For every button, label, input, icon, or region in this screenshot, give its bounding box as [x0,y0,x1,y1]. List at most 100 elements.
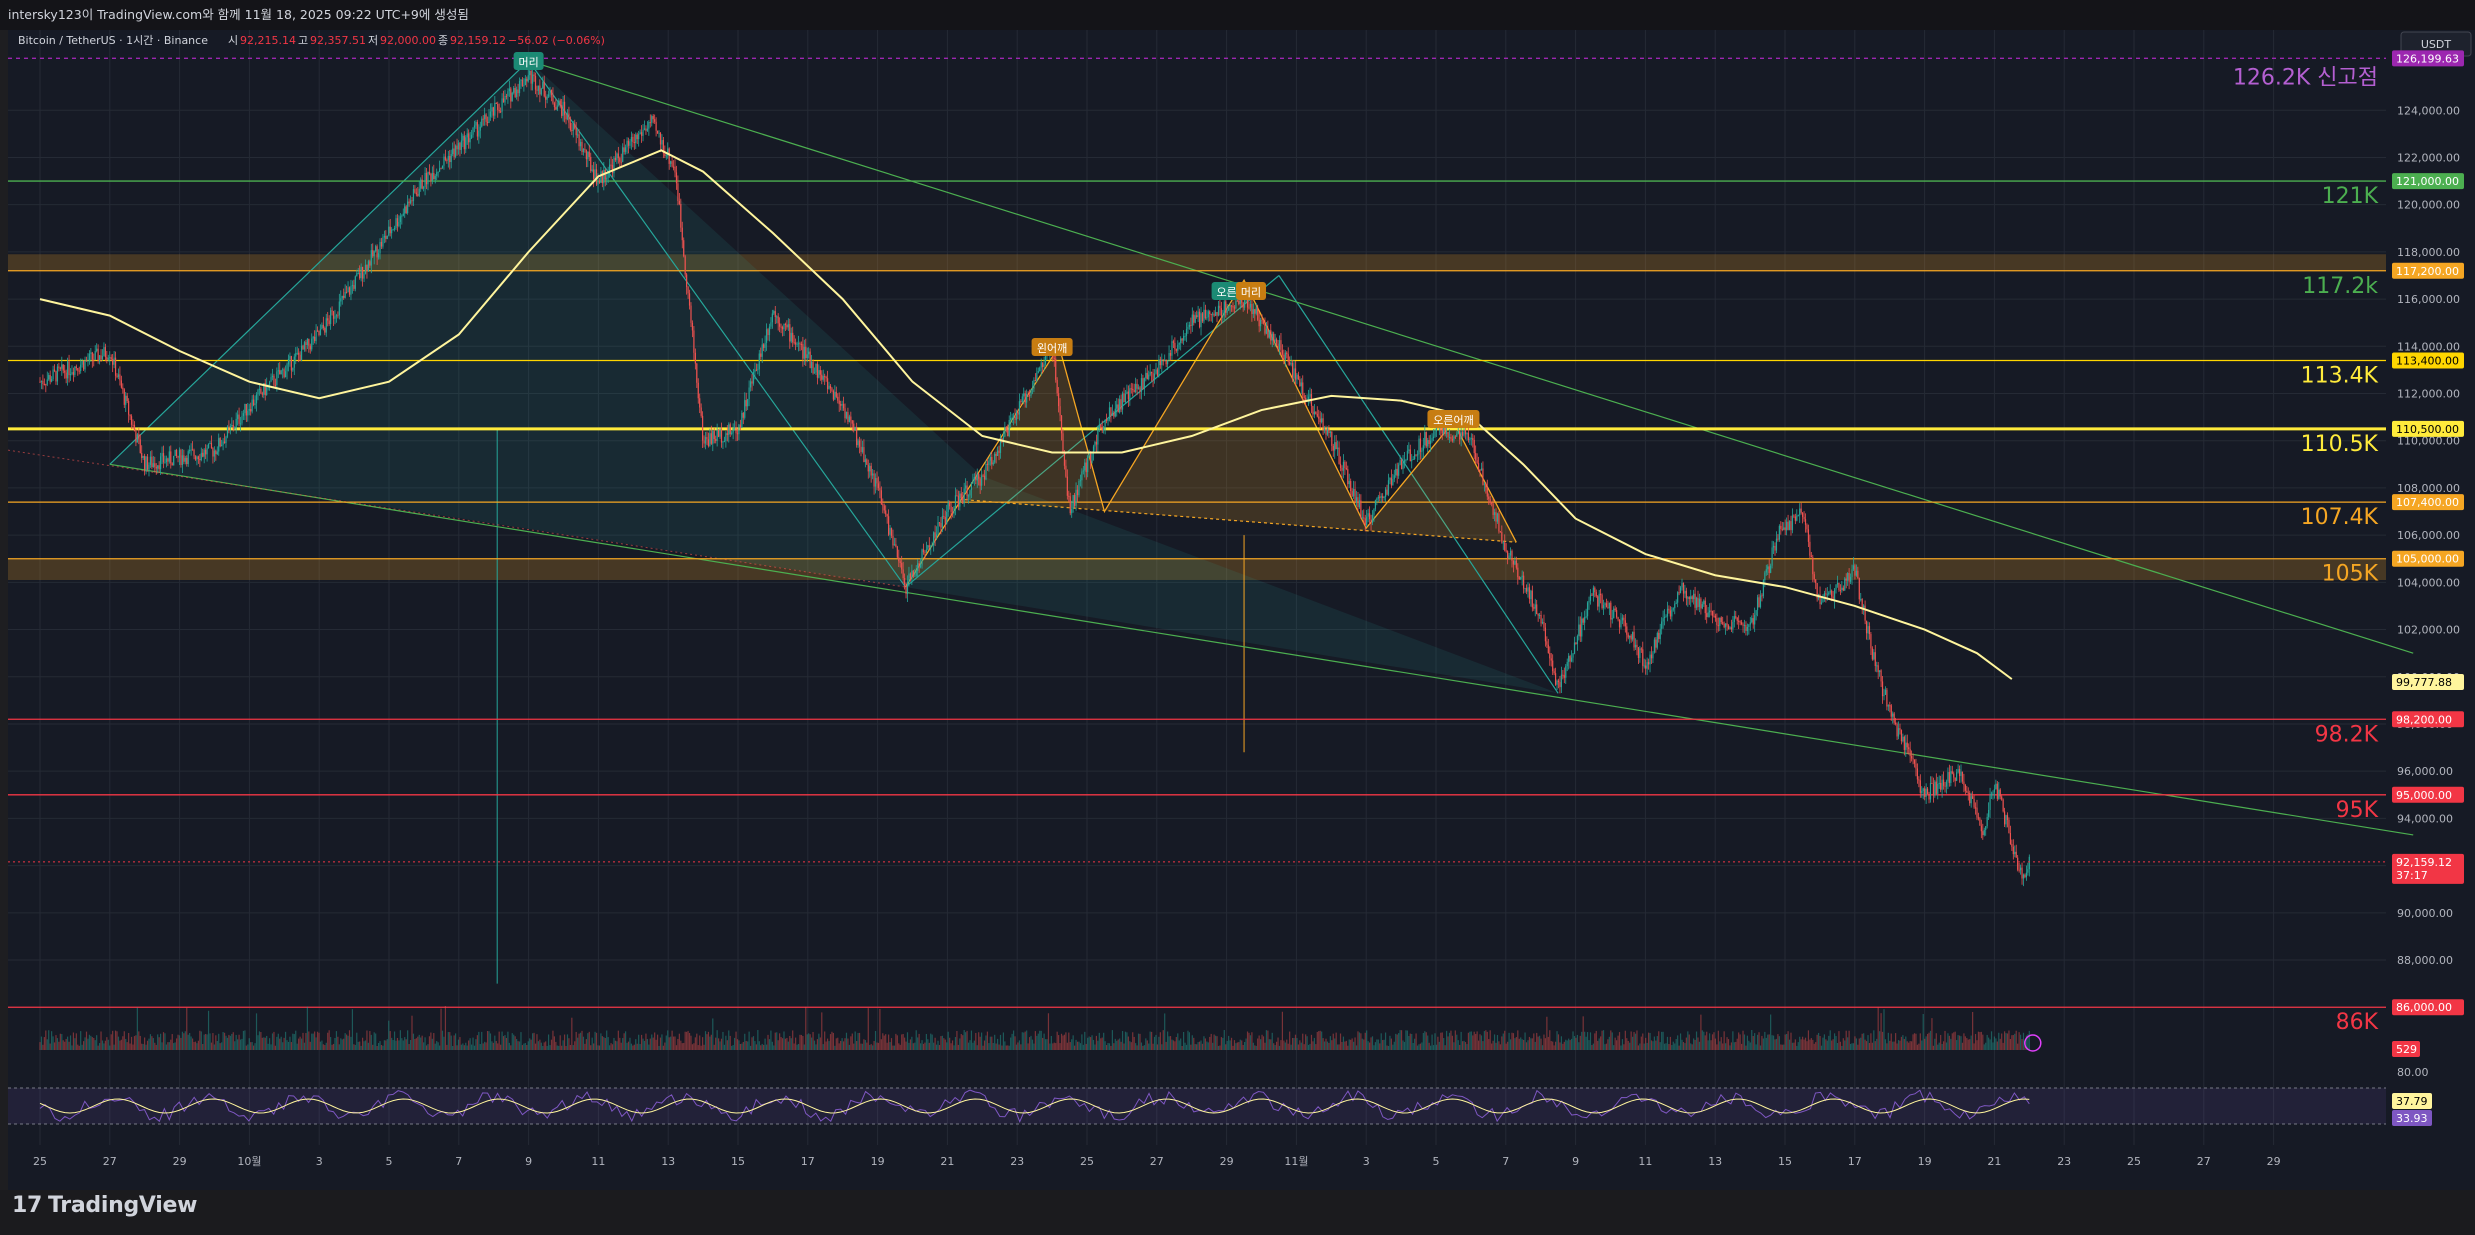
candle-body [712,431,714,444]
candle-body [527,75,529,82]
candle-body [655,121,657,131]
candle-body [1855,570,1857,576]
candle-body [1383,497,1385,499]
candle-body [475,122,477,126]
volume-bar [1088,1036,1090,1050]
alert-clock-icon[interactable] [2024,1034,2042,1052]
candle-body [322,324,324,329]
volume-bar [1678,1045,1680,1050]
volume-bar [732,1045,734,1050]
volume-bar [1739,1034,1741,1050]
volume-bar [1055,1043,1057,1050]
volume-bar [1338,1044,1340,1050]
candle-body [2027,869,2029,873]
last-price-tag [2392,853,2464,884]
candle-body [1087,456,1089,473]
candle-body [880,490,882,505]
volume-bar [696,1033,698,1050]
candle-body [761,344,763,357]
candle-body [485,114,487,122]
candle-body [999,438,1002,453]
volume-bar [486,1031,489,1050]
candle-body [303,342,306,350]
candle-body [1212,313,1214,315]
candle-body [1177,344,1179,351]
candle-body [49,375,51,382]
volume-bar [353,1044,355,1050]
candle-body [501,98,503,112]
volume-bar [534,1043,537,1050]
candle-body [1610,602,1612,620]
volume-bar [1989,1039,1991,1050]
candle-body [1874,652,1876,667]
volume-bar [289,1036,291,1050]
candle-body [520,79,522,81]
chart-area[interactable]: 124,000.00 122,000.00 120,000.00 118,000.00… [0,30,2475,1190]
candle-body [1430,440,1432,445]
volume-bar [1100,1038,1102,1050]
volume-bar [219,1043,221,1050]
candle-body [1341,467,1343,471]
candle-body [933,532,935,546]
level-price-label: 121,000.00 [2396,175,2459,188]
volume-bar [1902,1035,1904,1050]
volume-bar [1402,1040,1404,1050]
candle-body [502,98,505,103]
volume-bar [1290,1044,1292,1050]
candle-body [1232,306,1234,308]
volume-bar [456,1045,458,1050]
candle-body [1408,449,1410,451]
volume-bar [880,1039,882,1050]
volume-bar [109,1045,111,1050]
candle-body [889,528,891,535]
candle-body [1938,782,1940,784]
candle-body [122,387,124,390]
tradingview-logo[interactable]: 17 TradingView [12,1193,197,1218]
candle-body [982,475,984,477]
volume-bar [1877,1007,1879,1050]
volume-bar [346,1034,348,1050]
volume-bar [268,1038,271,1050]
volume-bar [472,1037,474,1050]
candle-body [627,140,630,146]
candle-body [869,465,871,472]
volume-bar [1925,1036,1927,1050]
candle-body [1198,311,1201,328]
candle-body [1387,480,1390,495]
candle-body [1246,298,1249,308]
volume-bar [1339,1033,1342,1050]
volume-bar [741,1043,743,1050]
candle-body [1928,793,1930,800]
candle-body [1802,512,1804,517]
volume-bar [162,1032,165,1050]
volume-bar [755,1044,757,1050]
candle-body [1604,603,1606,606]
volume-bar [2024,1045,2026,1050]
volume-bar [1986,1034,1988,1050]
candle-body [1954,777,1956,781]
volume-bar [1167,1031,1169,1050]
volume-bar [173,1043,175,1050]
volume-bar [688,1033,691,1050]
volume-bar [540,1042,542,1050]
candle-body [319,329,322,336]
candlestick-chart[interactable]: 124,000.00122,000.00120,000.00118,000.00… [8,30,2475,1190]
candle-body [1822,595,1824,603]
candle-body [193,449,195,457]
volume-bar [736,1039,739,1050]
candle-body [1447,432,1449,438]
volume-bar [941,1035,943,1050]
candle-body [1584,617,1586,623]
volume-bar [1037,1033,1039,1050]
candle-body [78,370,80,372]
volume-bar [1136,1045,1138,1050]
volume-bar [1085,1043,1087,1050]
volume-bar [1995,1038,1997,1050]
candle-body [625,147,627,152]
candle-body [373,251,375,257]
candle-body [2017,857,2019,870]
volume-bar [988,1043,990,1050]
candle-body [1509,550,1512,556]
volume-bar [725,1035,727,1050]
volume-bar [645,1033,647,1050]
